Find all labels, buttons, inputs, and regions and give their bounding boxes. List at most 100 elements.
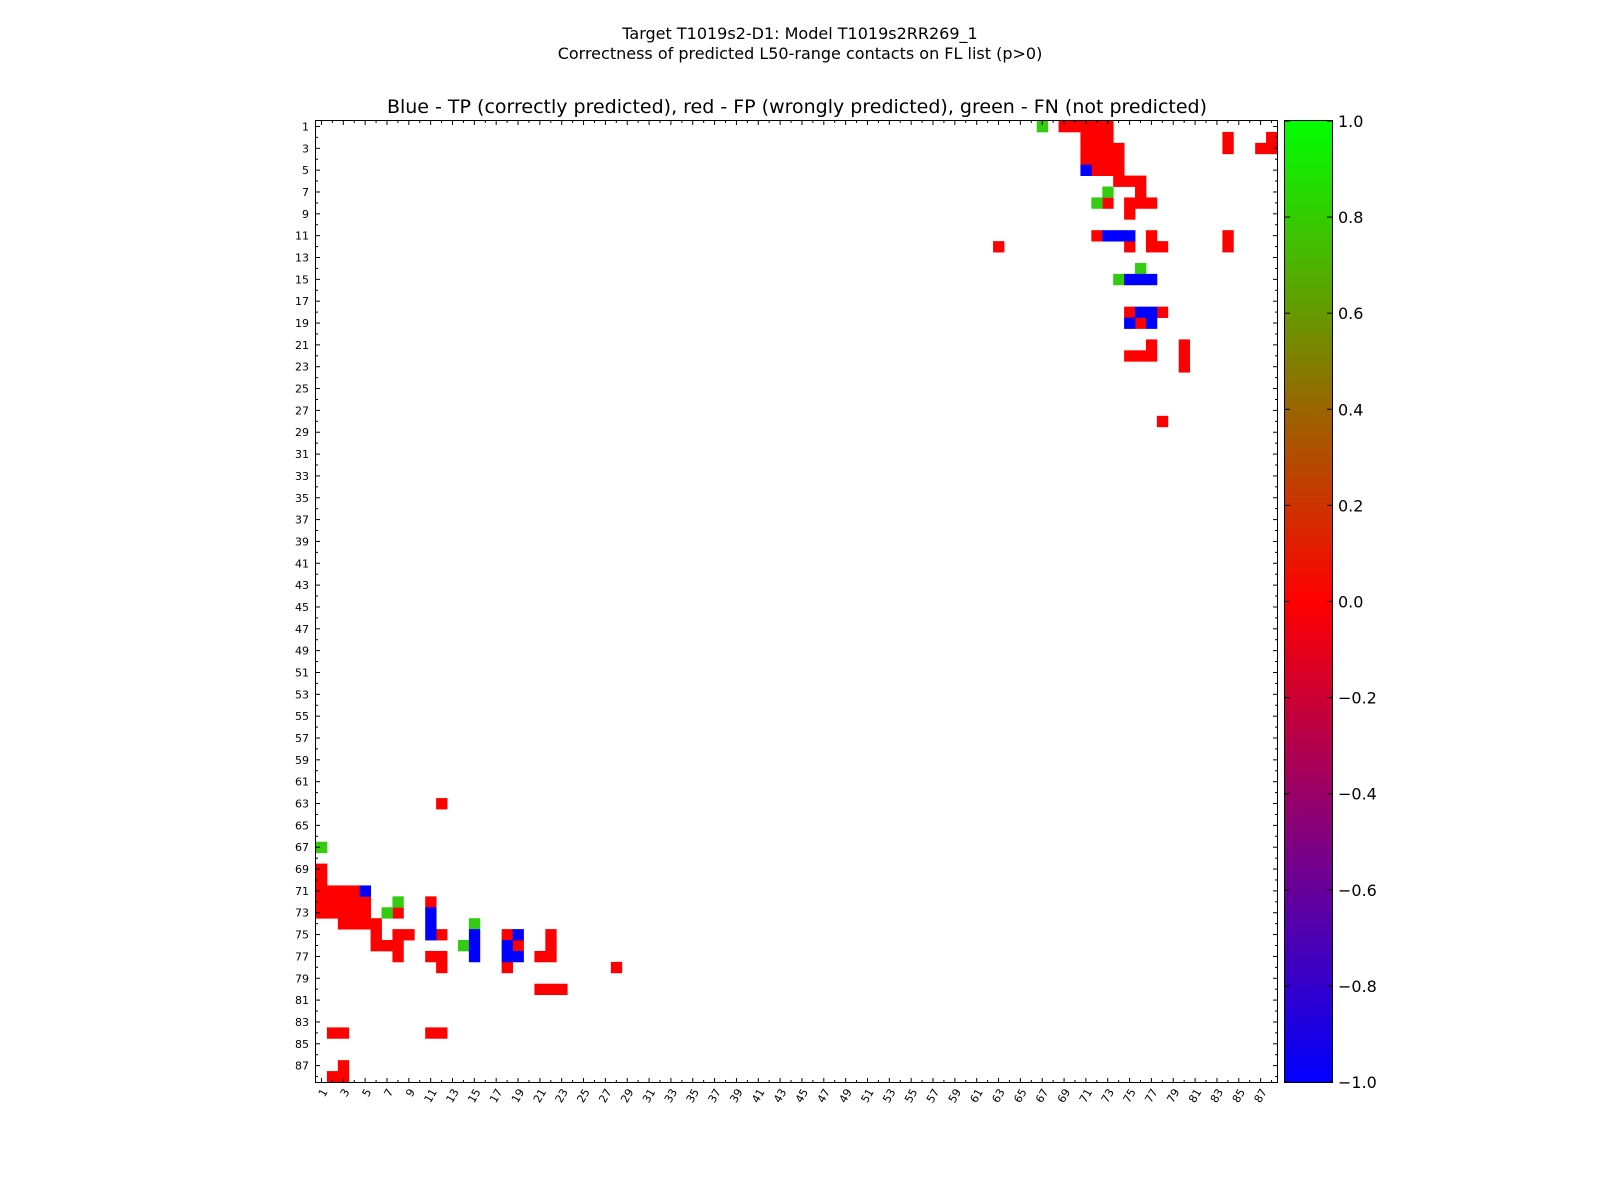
contact-cell-fp [1135, 350, 1147, 362]
contact-cell-fp [545, 950, 557, 963]
contact-cell-fp [501, 929, 513, 941]
x-tick-label: 53 [880, 1087, 898, 1106]
x-tick-label: 7 [381, 1087, 396, 1100]
x-tick-label: 63 [989, 1087, 1007, 1106]
contact-cell-fp [1080, 153, 1092, 166]
x-tick-label: 47 [815, 1087, 833, 1106]
contact-cell-fn [1102, 186, 1114, 198]
contact-cell-fp [1222, 131, 1234, 144]
y-tick-label: 39 [295, 535, 309, 548]
y-tick-label: 79 [295, 972, 309, 985]
contact-cell-fp [436, 798, 448, 810]
colorbar-tick-label: 0.0 [1338, 593, 1363, 612]
contact-cell-fp [1178, 350, 1191, 362]
colorbar-tick-label: 1.0 [1338, 112, 1363, 131]
contact-cell-fp [1058, 121, 1070, 133]
contact-cell-fp [1222, 142, 1234, 155]
contact-cell-fp [326, 885, 339, 897]
contact-cell-fp [1124, 306, 1136, 318]
y-tick-label: 67 [295, 841, 309, 854]
y-tick-label: 19 [295, 317, 309, 330]
contact-cell-fp [392, 929, 404, 941]
suptitle-line-1: Target T1019s2-D1: Model T1019s2RR269_1 [621, 24, 977, 44]
x-tick-label: 9 [403, 1087, 418, 1100]
contact-cell-fp [545, 929, 557, 941]
x-tick-label: 39 [727, 1087, 745, 1106]
y-tick-label: 21 [295, 339, 309, 352]
contact-cell-fn [1091, 197, 1103, 209]
contact-cell-fp [1113, 164, 1125, 176]
x-tick-label: 83 [1208, 1087, 1226, 1106]
contact-cell-tp [512, 950, 524, 963]
x-tick-label: 41 [749, 1087, 767, 1106]
contact-cell-fp [359, 918, 371, 930]
x-tick-label: 61 [968, 1087, 986, 1106]
y-tick-label: 7 [302, 186, 309, 199]
contact-cell-fp [1156, 241, 1169, 253]
contact-cell-fp [1124, 197, 1136, 209]
x-tick-label: 71 [1077, 1087, 1095, 1106]
x-tick-label: 35 [684, 1087, 702, 1106]
y-tick-label: 57 [295, 732, 309, 745]
contact-cell-fp [316, 863, 328, 875]
contact-cell-fp [436, 1027, 448, 1039]
contact-cell-fp [326, 907, 339, 919]
contact-cell-fp [1124, 241, 1136, 253]
contact-cell-fn [392, 896, 404, 908]
contact-cell-fp [1222, 241, 1234, 253]
contact-cell-tp [425, 929, 437, 941]
colorbar-tick-label: 0.6 [1338, 304, 1363, 323]
x-tick-label: 15 [465, 1087, 483, 1106]
x-tick-label: 27 [596, 1087, 614, 1106]
x-tick-label: 29 [618, 1087, 636, 1106]
y-tick-label: 81 [295, 994, 309, 1007]
x-tick-label: 5 [360, 1087, 375, 1100]
contact-cells [316, 121, 1278, 1083]
y-tick-label: 61 [295, 776, 309, 789]
contact-cell-fp [316, 874, 328, 886]
contact-cell-fp [316, 907, 328, 919]
x-tick-label: 33 [662, 1087, 680, 1106]
contact-cell-fp [337, 1071, 350, 1083]
contact-cell-fp [1145, 197, 1158, 209]
y-tick-label: 35 [295, 492, 309, 505]
contact-cell-fp [337, 907, 350, 919]
contact-cell-fp [1178, 361, 1191, 373]
x-tick-label: 67 [1033, 1087, 1051, 1106]
contact-cell-fp [436, 961, 448, 974]
contact-cell-fp [1091, 121, 1103, 133]
contact-cell-fp [1255, 142, 1267, 155]
y-tick-label: 23 [295, 361, 309, 374]
contact-cell-fp [1080, 131, 1092, 144]
x-tick-label: 23 [553, 1087, 571, 1106]
contact-cell-fp [348, 918, 361, 930]
contact-cell-fp [1135, 197, 1147, 209]
contact-cell-fp [425, 950, 437, 963]
contact-cell-fp [1145, 241, 1158, 253]
y-tick-label: 69 [295, 863, 309, 876]
contact-cell-fp [326, 1071, 339, 1083]
contact-cell-fp [1091, 131, 1103, 144]
contact-cell-fp [1102, 164, 1114, 176]
y-tick-label: 43 [295, 579, 309, 592]
y-tick-label: 85 [295, 1038, 309, 1051]
contact-cell-fp [348, 885, 361, 897]
y-tick-label: 45 [295, 601, 309, 614]
contact-cell-tp [359, 885, 371, 897]
contact-cell-fp [501, 961, 513, 974]
contact-cell-fp [1156, 306, 1169, 318]
colorbar-tick-label: −0.4 [1338, 785, 1377, 804]
x-tick-label: 81 [1186, 1087, 1204, 1106]
contact-cell-fp [359, 896, 371, 908]
contact-cell-fp [1178, 339, 1191, 351]
contact-cell-fp [436, 929, 448, 941]
plot-title: Blue - TP (correctly predicted), red - F… [387, 96, 1207, 118]
contact-cell-fp [1091, 142, 1103, 155]
y-tick-label: 1 [302, 120, 309, 133]
x-tick-label: 19 [509, 1087, 527, 1106]
contact-cell-fp [610, 961, 623, 974]
x-tick-label: 73 [1099, 1087, 1117, 1106]
contact-cell-tp [468, 940, 481, 952]
y-tick-label: 11 [295, 230, 309, 243]
colorbar [1284, 120, 1333, 1083]
